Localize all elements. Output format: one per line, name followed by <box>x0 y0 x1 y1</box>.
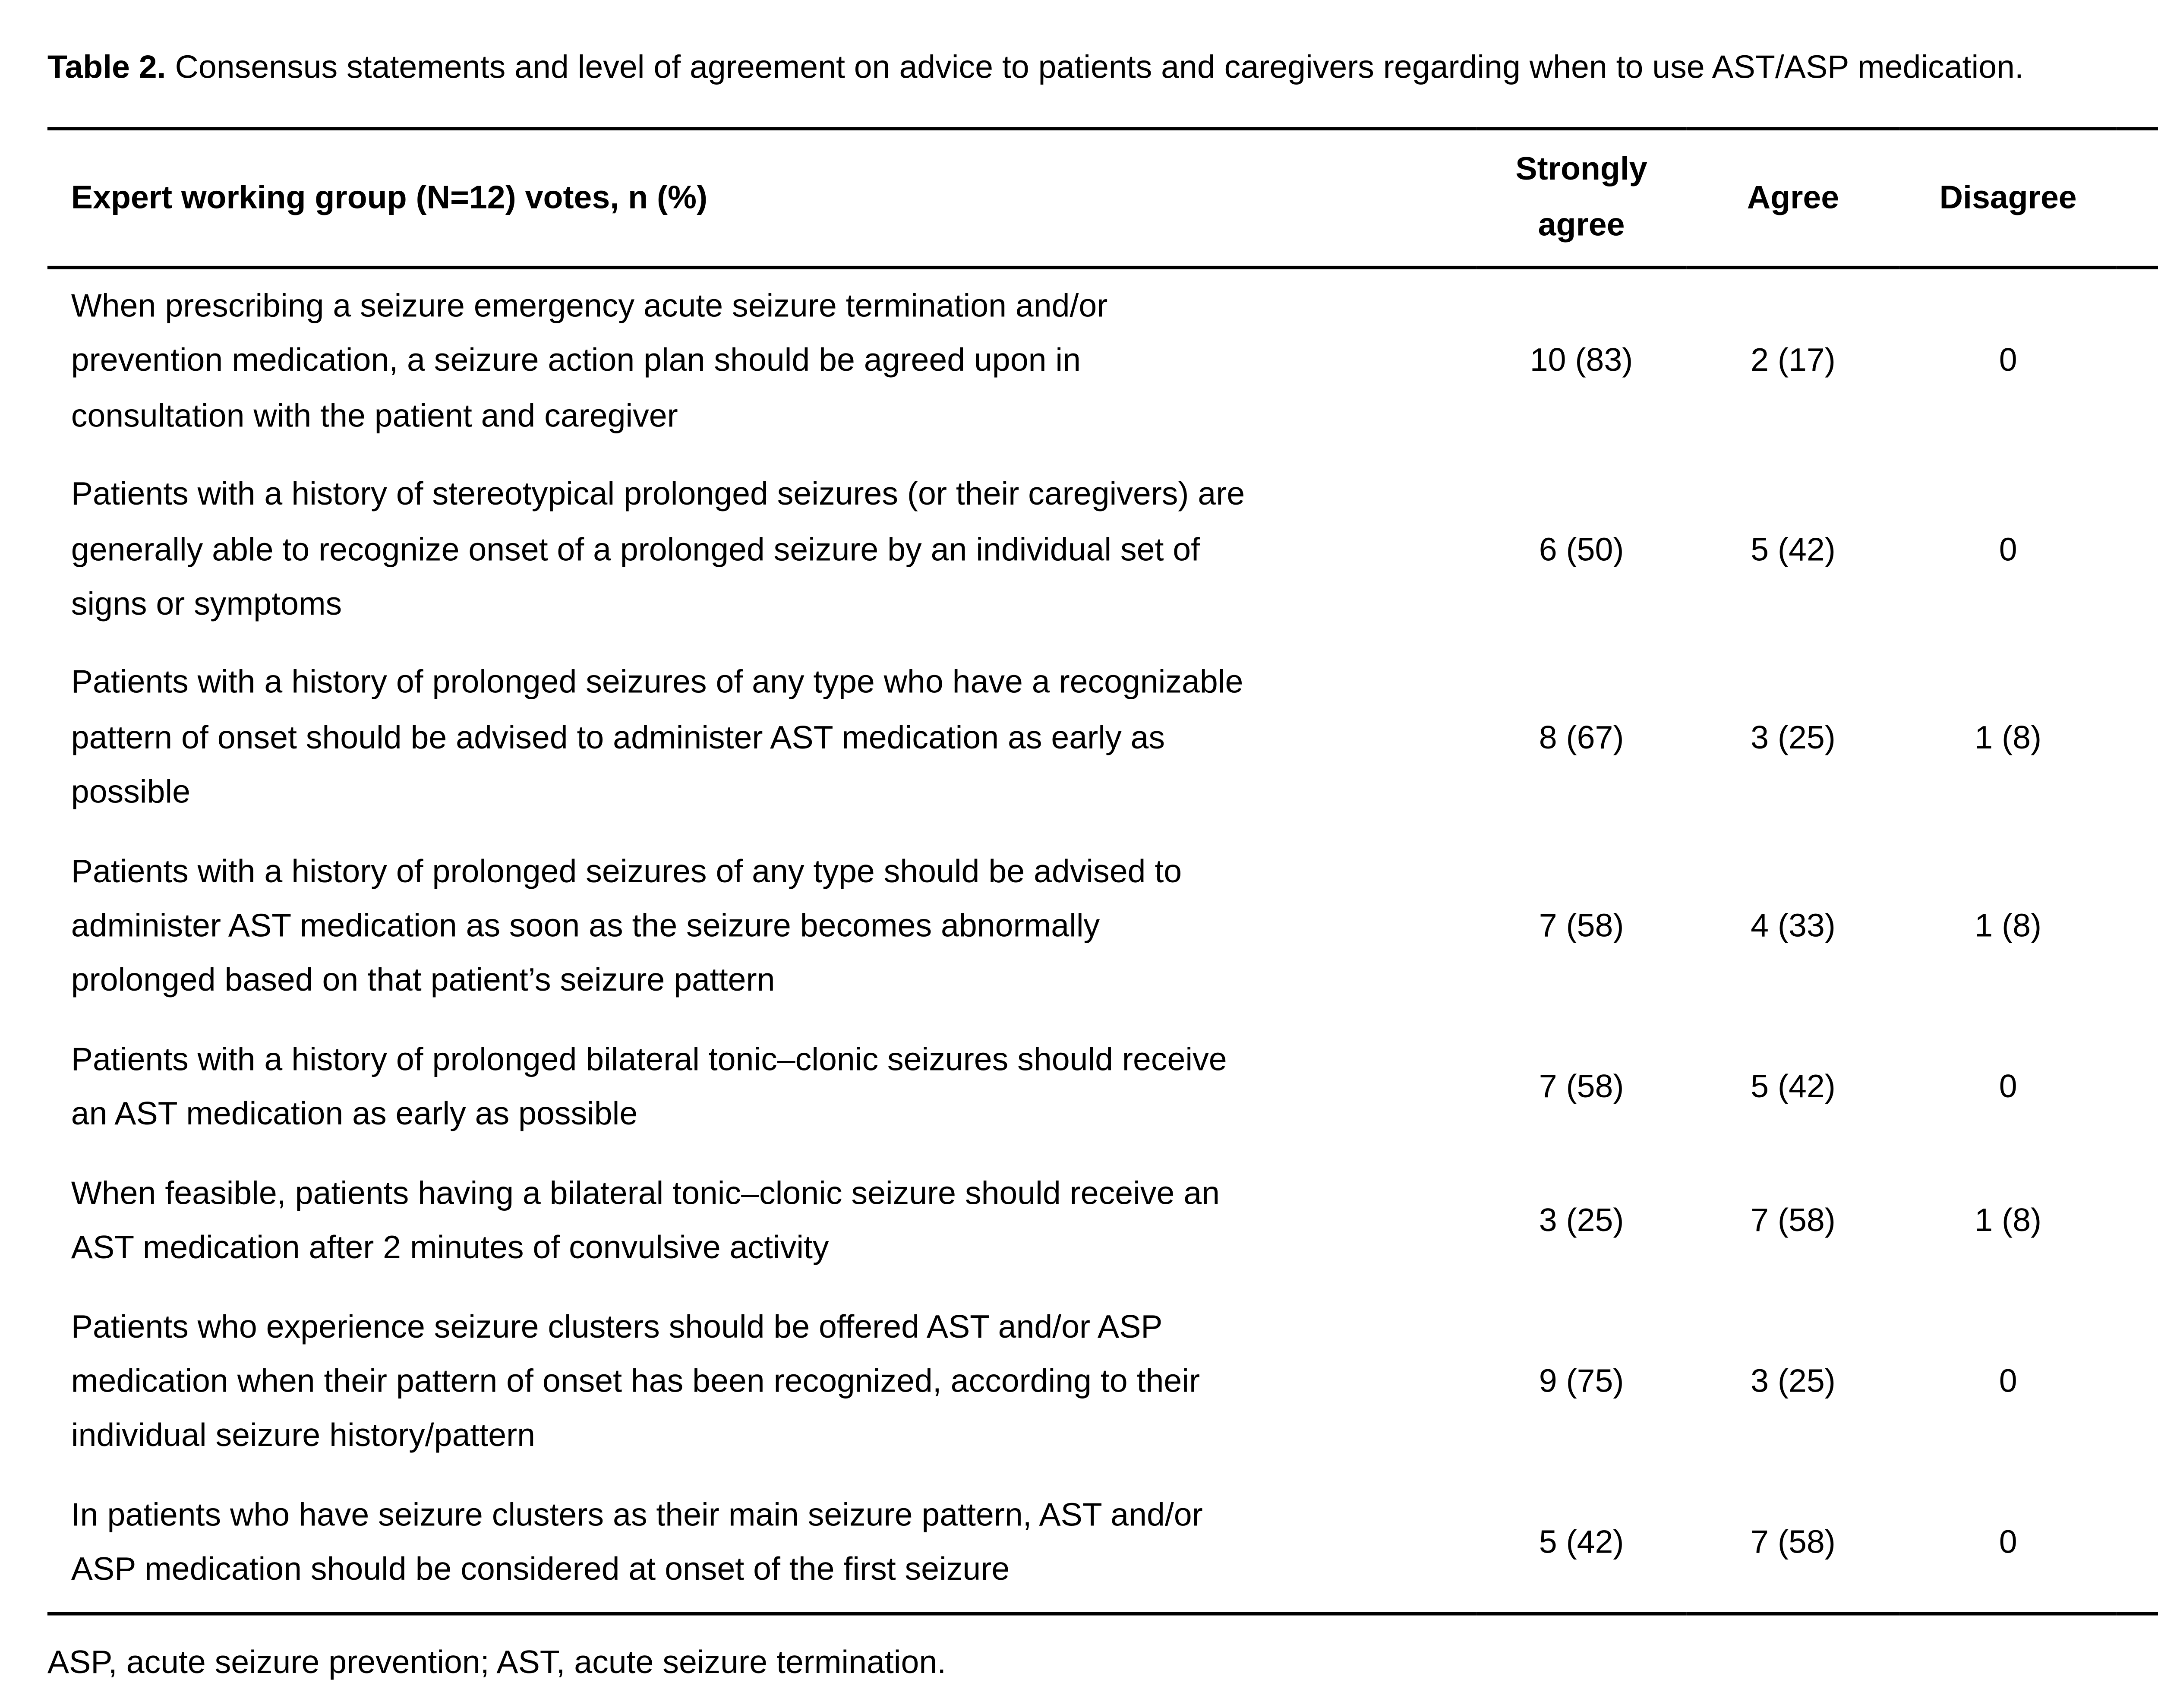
value-cell: 0 <box>1999 1364 2017 1400</box>
table-body: When prescribing a seizure emergency acu… <box>47 268 2158 1613</box>
value-cell: 4 (33) <box>1751 909 1836 945</box>
header-statement: Expert working group (N=12) votes, n (%) <box>71 180 708 216</box>
table-row: Patients with a history of prolonged bil… <box>47 1023 2158 1156</box>
header-col-0: Strongly agree <box>1515 152 1647 244</box>
table-row: When feasible, patients having a bilater… <box>47 1156 2158 1289</box>
value-cell: 3 (25) <box>1751 1364 1836 1400</box>
table-row: Patients with a history of prolonged sei… <box>47 646 2158 834</box>
value-cell: 0 <box>2117 834 2158 1023</box>
table-title: Table 2. Consensus statements and level … <box>47 41 2158 96</box>
footnote: ASP, acute seizure prevention; AST, acut… <box>47 1645 946 1681</box>
statement-cell: Patients with a history of stereotypical… <box>71 478 1245 623</box>
statement-cell: Patients with a history of prolonged sei… <box>71 854 1182 1000</box>
value-cell: 0 <box>2117 1023 2158 1156</box>
value-cell: 7 (58) <box>1539 909 1624 945</box>
statement-cell: Patients who experience seizure clusters… <box>71 1310 1200 1455</box>
value-cell: 0 <box>1999 1525 2017 1561</box>
value-cell: 3 (25) <box>1751 721 1836 757</box>
header-col-2: Disagree <box>1939 180 2077 216</box>
value-cell: 0 <box>1999 1070 2017 1106</box>
value-cell: 0 <box>2117 1478 2158 1613</box>
statement-cell: Patients with a history of prolonged bil… <box>71 1043 1227 1133</box>
value-cell: 0 <box>1999 533 2017 568</box>
table-title-label: Table 2. <box>47 51 166 87</box>
value-cell: 1 (8) <box>1975 1203 2042 1240</box>
table-row: When prescribing a seizure emergency acu… <box>47 268 2158 458</box>
table-row: Patients with a history of stereotypical… <box>47 458 2158 646</box>
value-cell: 10 (83) <box>1530 344 1633 380</box>
header-row: Expert working group (N=12) votes, n (%)… <box>47 129 2158 268</box>
consensus-table: Expert working group (N=12) votes, n (%)… <box>47 127 2158 1615</box>
value-cell: 8 (67) <box>1539 721 1624 757</box>
header-col-1: Agree <box>1747 180 1839 216</box>
value-cell: 1 (8) <box>1975 721 2042 757</box>
value-cell: 0 <box>1999 344 2017 380</box>
value-cell: 7 (58) <box>1751 1525 1836 1561</box>
table-row: Patients who experience seizure clusters… <box>47 1289 2158 1478</box>
table-title-text: Consensus statements and level of agreem… <box>175 51 2024 87</box>
value-cell: 0 <box>2117 646 2158 834</box>
table-row: Patients with a history of prolonged sei… <box>47 834 2158 1023</box>
header-col-3: Strongly disagree <box>2117 129 2158 268</box>
statement-cell: Patients with a history of prolonged sei… <box>71 666 1243 812</box>
table-row: In patients who have seizure clusters as… <box>47 1478 2158 1613</box>
statement-cell: When feasible, patients having a bilater… <box>71 1176 1220 1267</box>
value-cell: 6 (50) <box>1539 533 1624 568</box>
value-cell: 5 (42) <box>1539 1525 1624 1561</box>
value-cell: 2 (17) <box>1751 344 1836 380</box>
statement-cell: When prescribing a seizure emergency acu… <box>71 289 1108 435</box>
value-cell: 5 (42) <box>1751 533 1836 568</box>
value-cell: 0 <box>2117 458 2158 646</box>
value-cell: 7 (58) <box>1751 1203 1836 1240</box>
value-cell: 5 (42) <box>1751 1070 1836 1106</box>
statement-cell: In patients who have seizure clusters as… <box>71 1498 1203 1589</box>
value-cell: 3 (25) <box>1539 1203 1624 1240</box>
value-cell: 0 <box>2117 1289 2158 1478</box>
value-cell: 1 (8) <box>1975 909 2042 945</box>
value-cell: 0 <box>2117 268 2158 458</box>
value-cell: 7 (58) <box>1539 1070 1624 1106</box>
value-cell: 9 (75) <box>1539 1364 1624 1400</box>
value-cell: 0 <box>2117 1156 2158 1289</box>
